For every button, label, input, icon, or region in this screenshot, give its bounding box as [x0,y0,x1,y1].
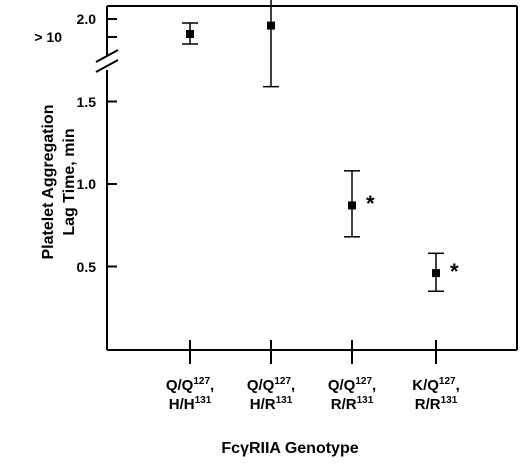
x-axis-title: FcγRIIA Genotype [180,440,400,458]
data-point [348,201,356,210]
y-tick-label: 1.5 [76,93,96,110]
y-tick-label: 0.5 [76,258,96,275]
x-category-label: Q/Q127, H/R131 [246,376,296,414]
significance-marker: * [366,191,375,217]
data-point [267,21,275,30]
axis-break-mark-2 [95,59,119,73]
x-axis-title-suffix: RIIA Genotype [248,440,359,457]
data-point [432,269,440,278]
significance-marker: * [450,259,459,285]
y-break-label: > 10 [34,29,62,45]
data-point [186,30,194,38]
axis-break-mark-1 [95,49,119,63]
x-axis-title-greek: γ [240,440,249,457]
x-category-label: Q/Q127, R/R131 [327,376,377,414]
x-category-label: Q/Q127, H/H131 [165,376,215,414]
x-category-label: K/Q127, R/R131 [412,376,460,414]
y-tick-label: 1.0 [76,176,96,192]
y-tick-label: 2.0 [76,11,96,27]
x-axis-title-prefix: Fc [221,440,241,457]
